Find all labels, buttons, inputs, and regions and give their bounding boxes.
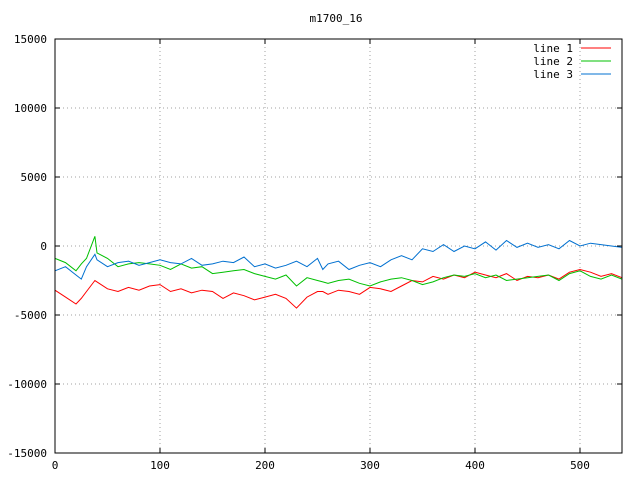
- y-tick-label: 10000: [14, 102, 47, 115]
- y-tick-label: -10000: [7, 378, 47, 391]
- series-line-3: [54, 239, 623, 280]
- legend-label: line 3: [533, 68, 573, 81]
- y-axis: -15000 -10000 -5000 0 5000 10000 15000: [7, 33, 622, 460]
- x-tick-label: 400: [465, 459, 485, 472]
- chart-title: m1700_16: [310, 12, 363, 25]
- x-tick-label: 200: [255, 459, 275, 472]
- x-tick-label: 500: [570, 459, 590, 472]
- grid: [55, 39, 622, 453]
- y-tick-label: 0: [40, 240, 47, 253]
- y-tick-label: 15000: [14, 33, 47, 46]
- legend-label: line 1: [533, 42, 573, 55]
- x-axis: 0 100 200 300 400 500: [52, 39, 590, 472]
- y-tick-label: -5000: [14, 309, 47, 322]
- y-tick-label: -15000: [7, 447, 47, 460]
- series-layer: [54, 236, 623, 309]
- x-tick-label: 300: [360, 459, 380, 472]
- x-tick-label: 0: [52, 459, 59, 472]
- y-tick-label: 5000: [21, 171, 48, 184]
- x-tick-label: 100: [150, 459, 170, 472]
- legend-label: line 2: [533, 55, 573, 68]
